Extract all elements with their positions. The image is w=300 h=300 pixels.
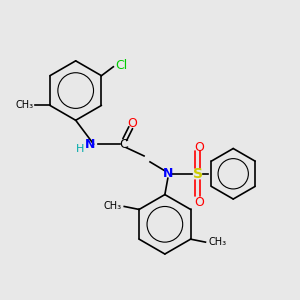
Text: O: O [194,140,204,154]
Text: O: O [194,196,204,208]
Text: N: N [85,138,96,151]
Text: H: H [76,143,84,154]
Text: CH₃: CH₃ [16,100,34,110]
Text: N: N [163,167,173,180]
Text: C: C [119,138,128,151]
Text: CH₃: CH₃ [208,237,226,247]
Text: S: S [193,167,202,181]
Text: O: O [127,117,137,130]
Text: CH₃: CH₃ [103,202,121,212]
Text: Cl: Cl [115,59,127,72]
